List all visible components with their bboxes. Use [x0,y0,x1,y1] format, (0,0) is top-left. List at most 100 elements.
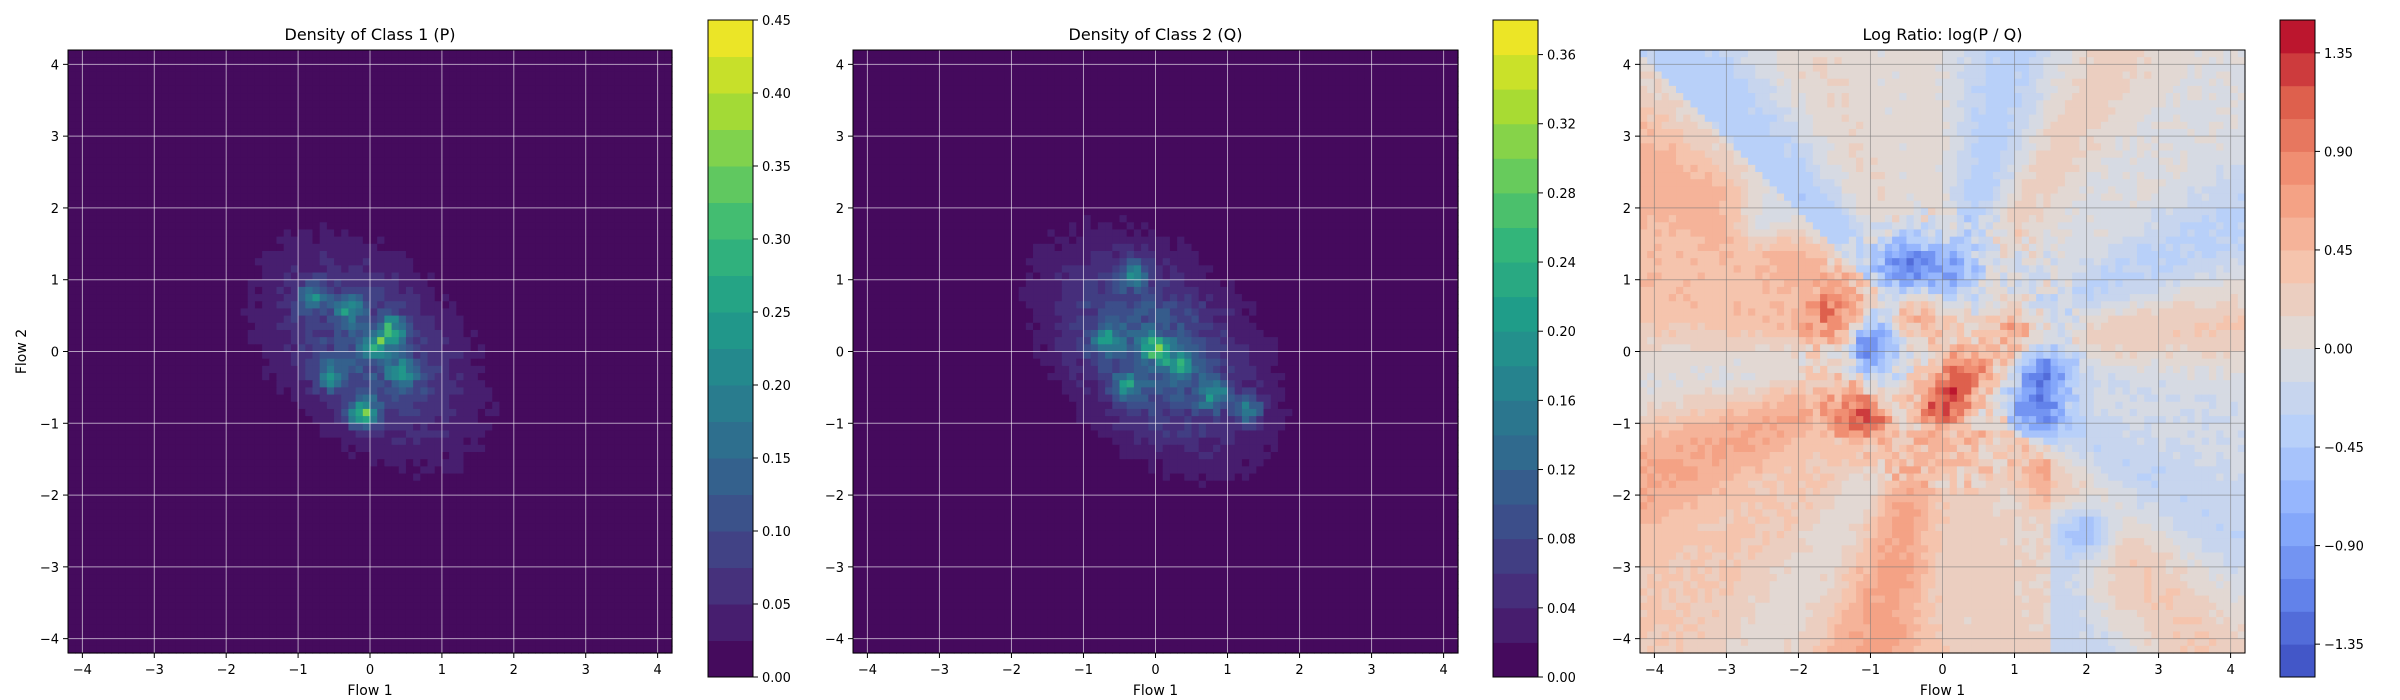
colorbar-level [2280,86,2315,119]
colorbar-tick-label: 1.35 [2324,47,2353,62]
colorbar-level [708,312,753,349]
y-tick-label: 3 [51,130,59,145]
chart-title: Log Ratio: log(P / Q) [1863,25,2023,44]
x-tick-label: −2 [1002,663,1021,678]
y-tick-label: −4 [40,633,59,648]
colorbar: −1.35−0.90−0.450.000.450.901.35 [2280,20,2364,678]
colorbar: 0.000.040.080.120.160.200.240.280.320.36 [1493,20,1576,686]
colorbar-level [1493,435,1538,470]
colorbar-tick-label: 0.20 [762,379,791,394]
y-tick-label: 4 [836,58,844,73]
colorbar-tick-label: 0.24 [1547,256,1576,271]
x-tick-label: 3 [1367,663,1375,678]
y-tick-label: −2 [825,489,844,504]
x-tick-label: 3 [582,663,590,678]
colorbar-level [708,349,753,386]
colorbar-level [708,568,753,605]
colorbar-level [1493,366,1538,401]
colorbar-level [708,239,753,276]
colorbar-level [1493,227,1538,262]
colorbar-tick-label: 0.10 [762,525,791,540]
x-tick-label: 0 [1151,663,1159,678]
colorbar-tick-label: 0.00 [2324,343,2353,358]
colorbar-tick-label: −0.90 [2324,540,2364,555]
y-tick-label: −4 [1612,633,1631,648]
colorbar-tick-label: 0.36 [1547,49,1576,64]
colorbar-level [2280,414,2315,447]
colorbar-level [2280,250,2315,283]
colorbar-level [1493,193,1538,228]
colorbar-level [2280,184,2315,217]
colorbar-tick-label: 0.04 [1547,602,1576,617]
x-tick-label: 1 [1223,663,1231,678]
x-tick-label: −4 [1645,663,1664,678]
colorbar-level [1493,504,1538,539]
colorbar-level [708,604,753,641]
colorbar-level [1493,124,1538,159]
colorbar-tick-label: 0.00 [1547,671,1576,686]
x-tick-label: 2 [1295,663,1303,678]
x-tick-label: 4 [653,663,661,678]
colorbar-level [708,422,753,459]
y-tick-label: 3 [836,130,844,145]
x-tick-label: −3 [1717,663,1736,678]
y-tick-label: 3 [1623,130,1631,145]
y-tick-label: 1 [51,274,59,289]
colorbar-level [1493,20,1538,55]
colorbar-level [708,93,753,130]
colorbar-level [1493,400,1538,435]
x-tick-label: −1 [1861,663,1880,678]
colorbar-tick-label: 0.32 [1547,118,1576,133]
colorbar-tick-label: 0.25 [762,306,791,321]
x-tick-label: −2 [217,663,236,678]
x-tick-label: −3 [930,663,949,678]
y-tick-label: −1 [40,417,59,432]
colorbar-level [1493,55,1538,90]
colorbar-level [2280,578,2315,611]
x-axis-label: Flow 1 [1920,683,1965,699]
colorbar-level [708,276,753,313]
colorbar-level [708,20,753,57]
colorbar-level [1493,573,1538,608]
colorbar-level [708,385,753,422]
colorbar-level [708,495,753,532]
chart-title: Density of Class 2 (Q) [1069,25,1243,44]
colorbar-tick-label: 0.16 [1547,394,1576,409]
colorbar-tick-label: 0.28 [1547,187,1576,202]
colorbar-level [2280,20,2315,53]
colorbar-tick-label: 0.45 [2324,244,2353,259]
colorbar-tick-label: 0.20 [1547,325,1576,340]
colorbar-level [708,57,753,94]
colorbar-level [1493,262,1538,297]
y-axis-label: Flow 2 [14,329,30,374]
colorbar-tick-label: 0.08 [1547,533,1576,548]
colorbar-tick-label: 0.00 [762,671,791,686]
colorbar-level [2280,644,2315,677]
x-tick-label: −3 [145,663,164,678]
y-tick-label: 1 [836,274,844,289]
colorbar-tick-label: 0.30 [762,233,791,248]
x-tick-label: 4 [1439,663,1447,678]
colorbar-level [2280,349,2315,382]
colorbar-tick-label: 0.15 [762,452,791,467]
x-axis-label: Flow 1 [347,683,392,699]
y-tick-label: −3 [40,561,59,576]
y-tick-label: −4 [825,633,844,648]
x-tick-label: 2 [510,663,518,678]
chart-title: Density of Class 1 (P) [285,25,456,44]
colorbar-tick-label: 0.35 [762,160,791,175]
colorbar-level [708,203,753,240]
x-tick-label: −1 [1074,663,1093,678]
colorbar-level [708,130,753,167]
colorbar-level [1493,331,1538,366]
y-tick-label: −2 [40,489,59,504]
colorbar-level [1493,470,1538,505]
x-tick-label: −4 [73,663,92,678]
colorbar-level [708,458,753,495]
colorbar-tick-label: 0.45 [762,14,791,29]
x-tick-label: 1 [2010,663,2018,678]
colorbar: 0.000.050.100.150.200.250.300.350.400.45 [708,14,791,686]
